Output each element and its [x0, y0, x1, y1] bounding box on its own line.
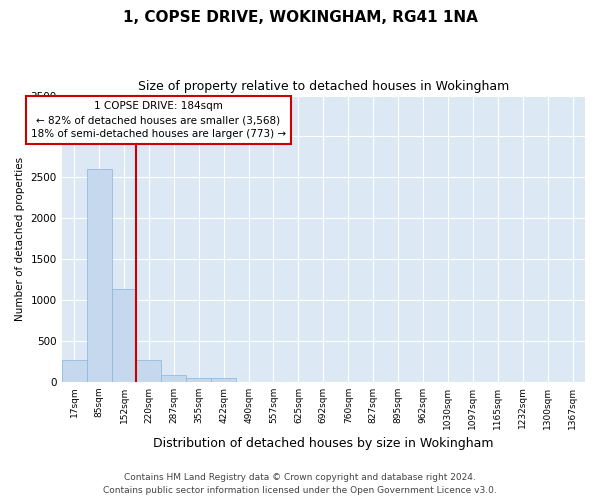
Bar	[112, 290, 136, 382]
Text: 1, COPSE DRIVE, WOKINGHAM, RG41 1NA: 1, COPSE DRIVE, WOKINGHAM, RG41 1NA	[122, 10, 478, 25]
Y-axis label: Number of detached properties: Number of detached properties	[15, 156, 25, 320]
Bar	[211, 378, 236, 382]
Text: 1 COPSE DRIVE: 184sqm
← 82% of detached houses are smaller (3,568)
18% of semi-d: 1 COPSE DRIVE: 184sqm ← 82% of detached …	[31, 102, 286, 140]
Bar	[161, 375, 186, 382]
Text: Contains HM Land Registry data © Crown copyright and database right 2024.
Contai: Contains HM Land Registry data © Crown c…	[103, 474, 497, 495]
Bar	[136, 360, 161, 382]
X-axis label: Distribution of detached houses by size in Wokingham: Distribution of detached houses by size …	[153, 437, 494, 450]
Bar	[186, 378, 211, 382]
Bar	[62, 360, 86, 382]
Bar	[86, 169, 112, 382]
Title: Size of property relative to detached houses in Wokingham: Size of property relative to detached ho…	[138, 80, 509, 93]
